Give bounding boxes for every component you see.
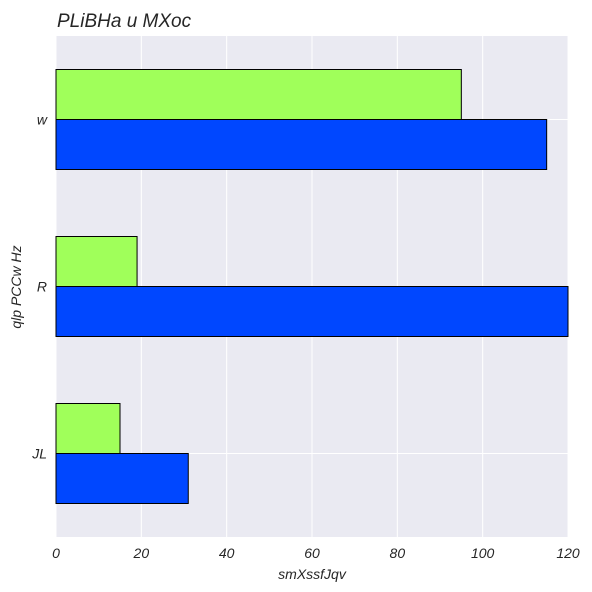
y-tick-labels: w R JL <box>31 112 48 462</box>
bars <box>55 69 569 504</box>
x-axis-label: smXssfJqv <box>278 566 347 582</box>
y-tick-label: R <box>37 279 47 295</box>
y-tick-label: w <box>37 112 48 128</box>
bar-1-w <box>55 69 462 120</box>
y-tick-label: JL <box>31 446 47 462</box>
x-tick-label: 40 <box>219 545 235 561</box>
bar-2-w <box>55 119 548 170</box>
x-tick-label: 120 <box>556 545 580 561</box>
chart-title: PLiBHa u MXoc <box>57 11 192 32</box>
x-tick-label: 20 <box>133 545 150 561</box>
x-tick-label: 80 <box>390 545 406 561</box>
bar-1-R <box>55 236 138 287</box>
y-axis-label: qlp PCCw Hz <box>8 245 24 328</box>
x-tick-label: 100 <box>471 545 495 561</box>
x-tick-labels: 0 20 40 60 80 100 120 <box>52 545 580 561</box>
bar-1-JL <box>55 403 121 454</box>
x-tick-label: 60 <box>304 545 320 561</box>
x-tick-label: 0 <box>52 545 60 561</box>
bar-2-R <box>55 286 569 337</box>
bar-2-JL <box>55 453 189 504</box>
